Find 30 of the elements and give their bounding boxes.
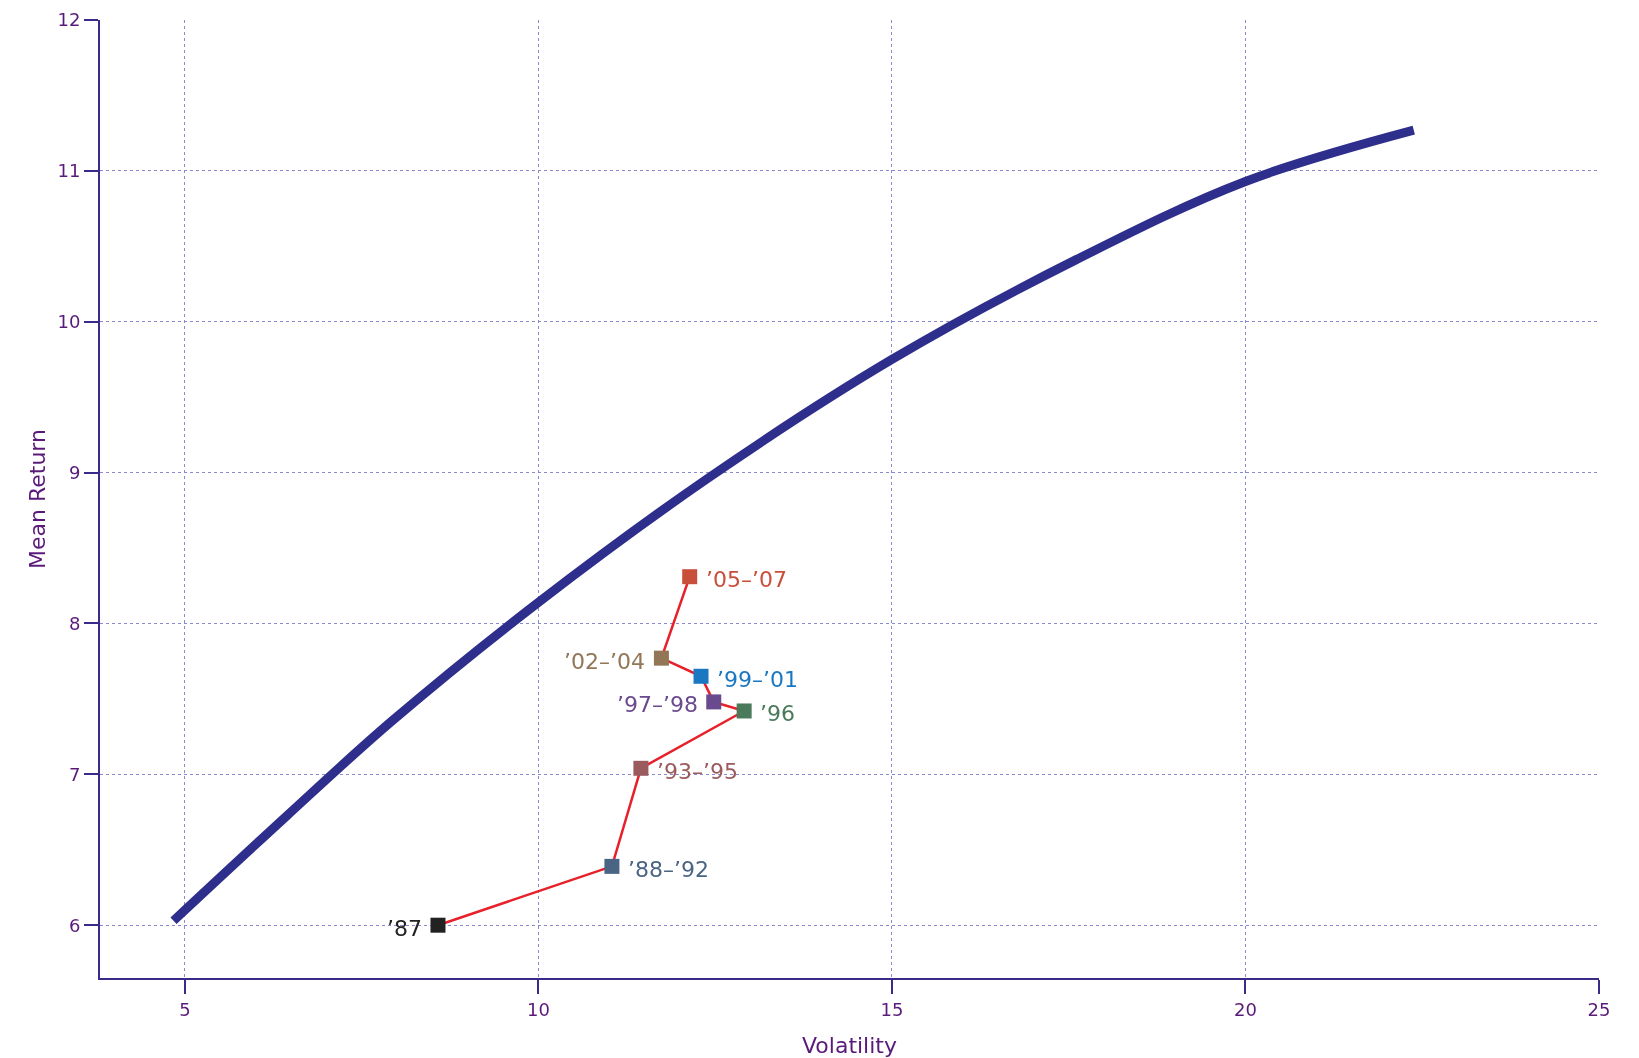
- point: [693, 668, 709, 684]
- annotation: ’87: [387, 916, 422, 941]
- point: [682, 569, 698, 585]
- point: [633, 760, 649, 776]
- x-tick-label: 25: [1587, 998, 1611, 1020]
- y-axis-title: Mean Return: [25, 429, 50, 569]
- y-tick-label: 9: [68, 461, 81, 483]
- y-tick-label: 8: [68, 612, 81, 634]
- point: [653, 650, 669, 666]
- y-tick-label: 12: [57, 9, 81, 31]
- point: [706, 694, 722, 710]
- y-tick-label: 10: [57, 311, 81, 333]
- x-tick-label: 15: [880, 998, 904, 1020]
- annotation: ’96: [760, 701, 795, 726]
- annotation: ’02–’04: [564, 649, 645, 674]
- point: [604, 858, 620, 874]
- point: [430, 917, 446, 933]
- x-tick-label: 10: [526, 998, 550, 1020]
- y-tick-label: 11: [57, 160, 81, 182]
- y-tick-label: 7: [68, 763, 81, 785]
- annotation: ’88–’92: [628, 857, 709, 882]
- annotation: ’97–’98: [617, 692, 698, 717]
- x-tick-label: 20: [1234, 998, 1257, 1020]
- point: [736, 703, 752, 719]
- y-tick-label: 6: [68, 914, 81, 936]
- x-tick-label: 5: [179, 998, 191, 1020]
- annotation: ’99–’01: [717, 667, 798, 692]
- annotation: ’93–’95: [657, 759, 738, 784]
- x-axis-title: Volatility: [801, 1033, 898, 1058]
- annotation: ’05–’07: [706, 567, 787, 592]
